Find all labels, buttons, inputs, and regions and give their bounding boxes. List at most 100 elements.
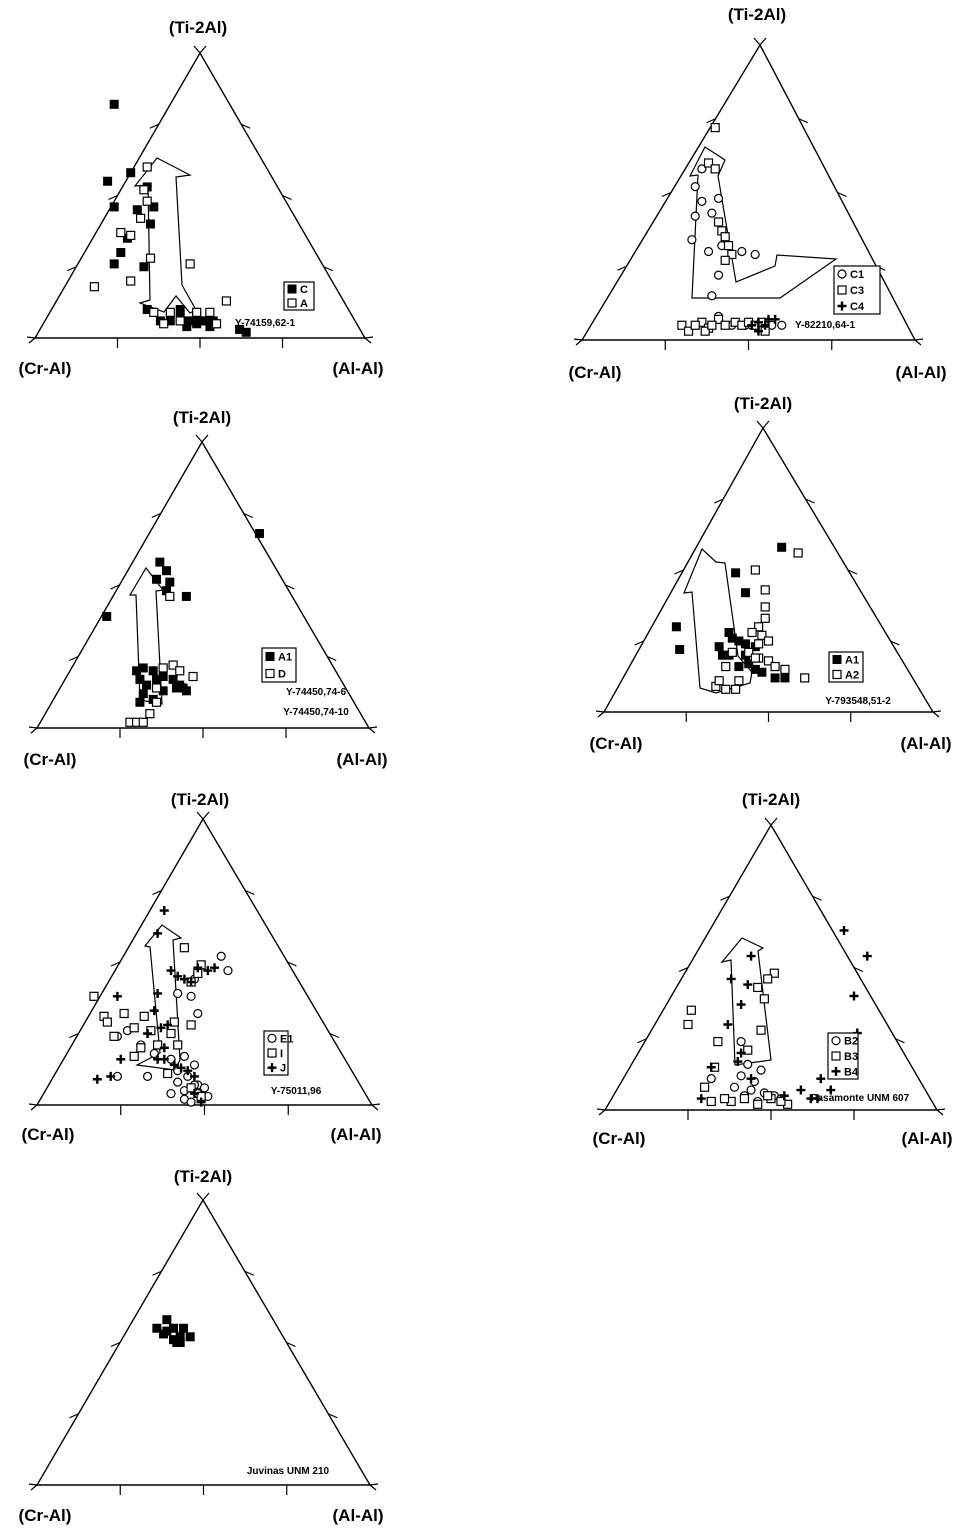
data-point bbox=[116, 227, 126, 238]
data-point bbox=[754, 639, 764, 649]
data-point bbox=[135, 697, 145, 707]
data-point bbox=[163, 1068, 173, 1079]
data-point bbox=[746, 951, 756, 961]
data-point bbox=[175, 305, 185, 314]
data-point bbox=[145, 709, 155, 719]
data-point bbox=[763, 656, 774, 666]
data-point bbox=[156, 1023, 166, 1033]
ternary-panel-3: (Ti-2Al) (Cr-Al) (Al-Al) A1 DY-74450,74-6 Y-7… bbox=[24, 408, 388, 769]
vertex-label-top: (Ti-2Al) bbox=[174, 1167, 232, 1186]
data-point bbox=[241, 327, 251, 337]
data-point bbox=[793, 548, 803, 558]
data-point bbox=[671, 622, 681, 632]
axis-tick bbox=[798, 118, 808, 124]
legend-label: B4 bbox=[844, 1066, 859, 1078]
data-point bbox=[193, 963, 203, 973]
axis-tick bbox=[110, 584, 120, 590]
data-point bbox=[736, 1071, 746, 1081]
data-point bbox=[126, 276, 136, 286]
data-point bbox=[800, 673, 810, 683]
vertex-tick bbox=[575, 339, 583, 346]
vertex-tick bbox=[595, 710, 605, 713]
vertex-tick bbox=[598, 1109, 606, 1116]
vertex-tick bbox=[770, 817, 778, 826]
data-point bbox=[159, 1043, 169, 1053]
data-point bbox=[760, 585, 770, 595]
trend-arrow bbox=[133, 157, 197, 314]
data-point bbox=[158, 663, 168, 673]
vertex-label-right: (Al-Al) bbox=[896, 363, 947, 382]
data-point bbox=[221, 296, 231, 306]
data-point bbox=[683, 326, 694, 336]
data-point bbox=[757, 667, 767, 677]
data-point bbox=[168, 660, 178, 670]
data-point bbox=[139, 1011, 149, 1021]
data-point bbox=[112, 991, 122, 1001]
data-point bbox=[185, 259, 195, 269]
axis-tick bbox=[110, 1341, 121, 1348]
vertex-tick bbox=[196, 811, 204, 820]
data-point bbox=[153, 988, 163, 998]
axis-tick bbox=[890, 640, 900, 646]
data-point bbox=[713, 1036, 723, 1047]
data-point bbox=[161, 566, 171, 576]
data-point bbox=[166, 1028, 176, 1039]
data-point bbox=[132, 205, 142, 215]
data-point bbox=[199, 1083, 210, 1093]
data-point bbox=[196, 1097, 206, 1107]
data-point bbox=[173, 1040, 183, 1050]
data-point bbox=[729, 1082, 740, 1092]
data-point bbox=[697, 196, 707, 206]
vertex-label-top: (Ti-2Al) bbox=[734, 394, 792, 413]
data-point bbox=[727, 249, 737, 260]
data-point bbox=[746, 1085, 756, 1095]
data-point bbox=[183, 1066, 193, 1076]
data-point bbox=[159, 906, 169, 916]
data-point bbox=[189, 1089, 199, 1099]
axis-tick bbox=[152, 1270, 162, 1276]
data-point bbox=[109, 99, 119, 109]
data-point bbox=[223, 965, 233, 976]
vertex-tick bbox=[28, 726, 38, 729]
data-point bbox=[175, 316, 185, 326]
data-point bbox=[146, 219, 155, 229]
data-point bbox=[707, 291, 717, 301]
legend-marker bbox=[837, 269, 847, 279]
legend-label: J bbox=[280, 1063, 286, 1075]
vertex-tick bbox=[195, 434, 203, 443]
data-point bbox=[92, 1074, 102, 1084]
sample-label: Juvinas UNM 210 bbox=[247, 1466, 330, 1477]
data-point bbox=[151, 683, 162, 693]
vertex-label-left: (Cr-Al) bbox=[593, 1129, 646, 1148]
data-point bbox=[743, 980, 753, 990]
data-point bbox=[777, 542, 787, 552]
data-point bbox=[102, 611, 112, 621]
legend-marker bbox=[287, 284, 297, 294]
legend-label: C3 bbox=[850, 285, 864, 297]
legend-label: B2 bbox=[844, 1036, 858, 1048]
legend-label: E1 bbox=[280, 1033, 293, 1045]
vertex-tick bbox=[764, 817, 772, 826]
vertex-tick bbox=[369, 1483, 379, 1486]
triangle-frame bbox=[602, 426, 935, 713]
ternary-panel-5: (Ti-2Al) (Cr-Al) (Al-Al) E1 IJ Y-75011,96 bbox=[22, 790, 382, 1144]
legend-marker bbox=[837, 285, 847, 295]
data-point bbox=[165, 591, 175, 602]
ternary-panel-7: (Ti-2Al) (Cr-Al) (Al-Al) Juvinas UNM 210 bbox=[19, 1167, 384, 1525]
data-point bbox=[730, 684, 741, 694]
data-point bbox=[714, 676, 724, 686]
axis-tick bbox=[812, 895, 822, 901]
vertex-tick bbox=[193, 45, 201, 54]
data-point bbox=[720, 255, 730, 265]
data-point bbox=[710, 122, 720, 133]
data-point bbox=[760, 320, 770, 330]
data-point bbox=[136, 213, 146, 223]
data-point bbox=[89, 991, 99, 1001]
axis-tick bbox=[805, 498, 815, 504]
vertex-tick bbox=[596, 1108, 606, 1111]
vertex-tick bbox=[759, 37, 767, 46]
axis-tick bbox=[110, 961, 121, 967]
axis-tick bbox=[837, 191, 847, 198]
data-point bbox=[126, 230, 136, 240]
data-point bbox=[706, 1096, 716, 1107]
